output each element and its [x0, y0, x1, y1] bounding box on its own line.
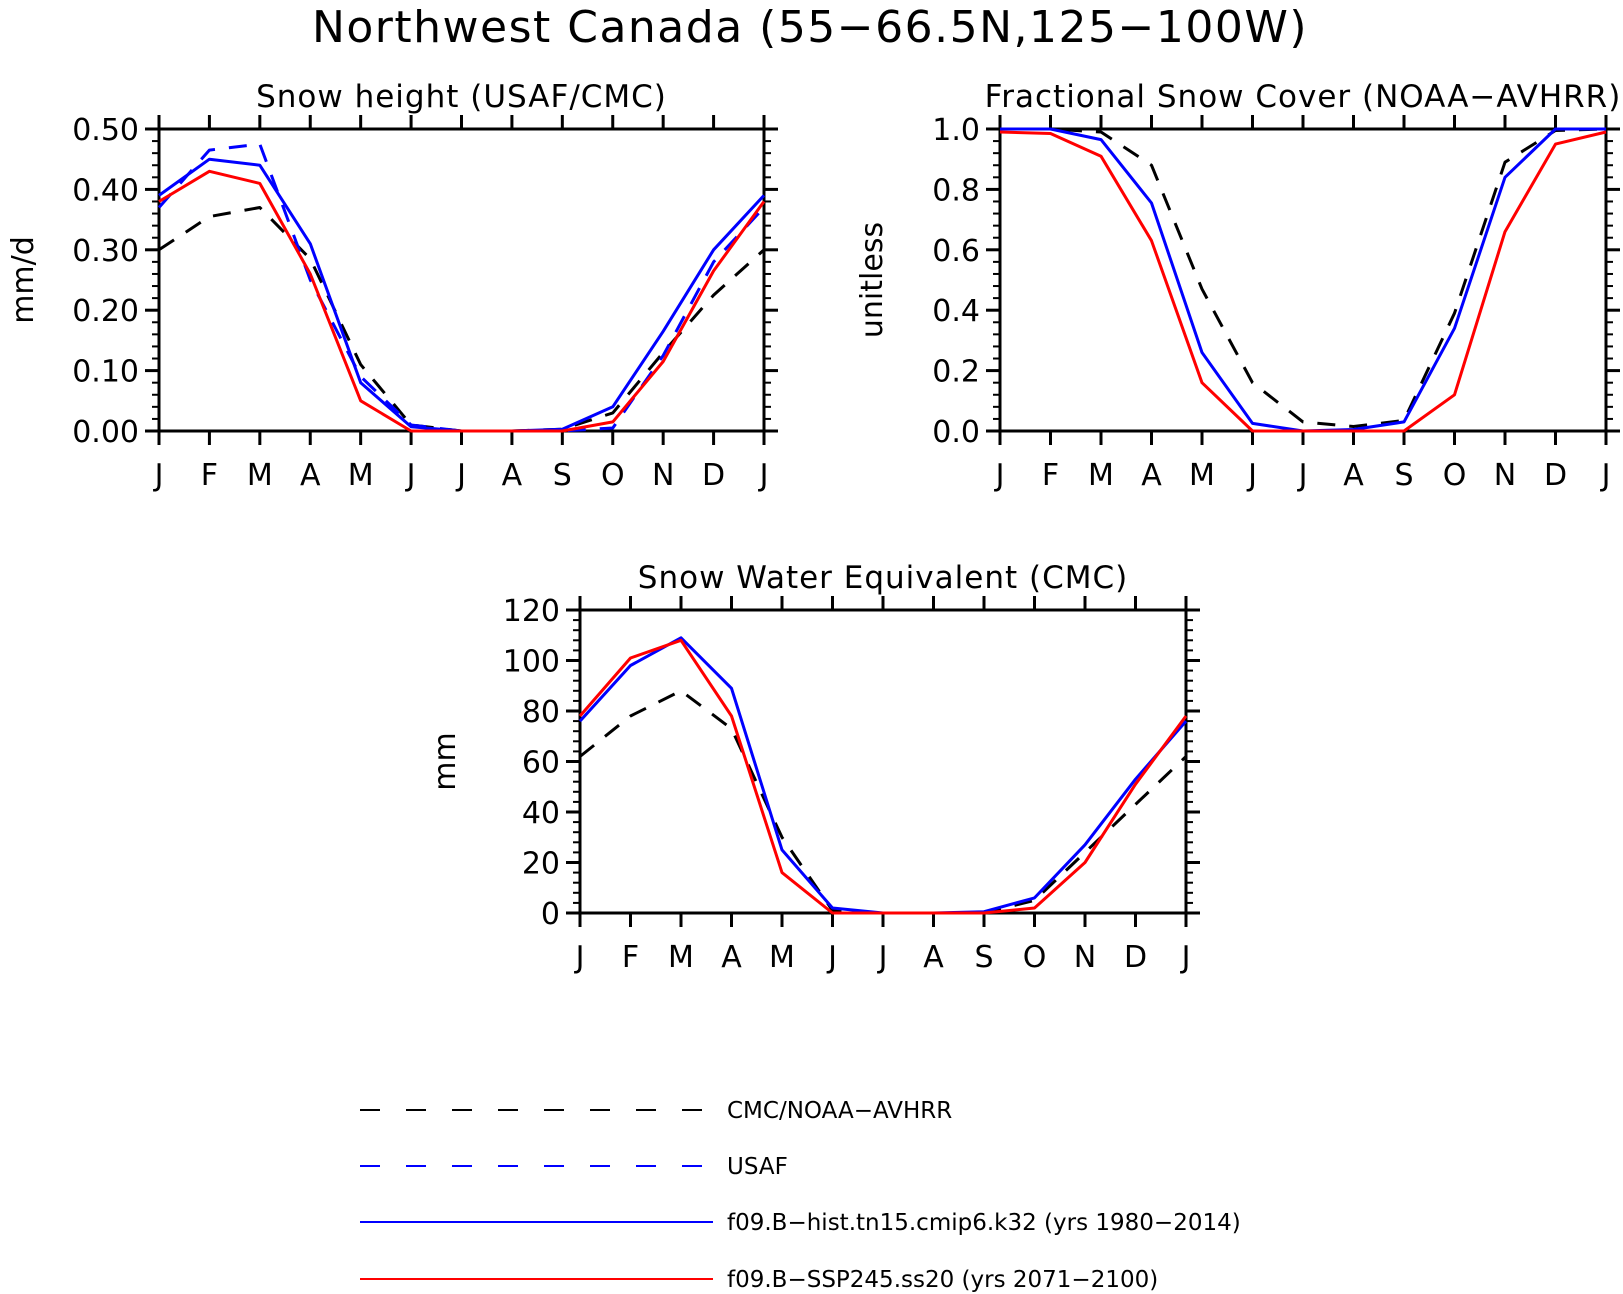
x-tick-label: O — [1023, 940, 1047, 975]
series-line-hist — [1000, 127, 1606, 433]
y-tick-label: 0.4 — [932, 294, 980, 329]
y-tick-label: 0.8 — [932, 173, 980, 208]
x-tick-label: O — [1443, 458, 1467, 493]
series-line-obs — [158, 206, 766, 433]
y-axis-label: mm — [428, 732, 463, 790]
y-tick-label: 0.40 — [72, 173, 139, 208]
x-tick-label: A — [923, 940, 944, 975]
x-tick-label: J — [405, 458, 416, 493]
panel-title: Snow height (USAF/CMC) — [256, 79, 667, 115]
legend-label: CMC/NOAA−AVHRR — [727, 1098, 952, 1124]
x-tick-label: J — [1297, 458, 1308, 493]
y-axis-label: unitless — [855, 222, 890, 338]
y-tick-label: 60 — [522, 746, 560, 781]
y-tick-label: 0 — [541, 897, 560, 932]
x-tick-label: J — [1180, 940, 1191, 975]
series-line-hist — [578, 636, 1188, 915]
x-tick-label: M — [348, 458, 374, 493]
x-tick-label: J — [153, 458, 164, 493]
x-tick-label: J — [877, 940, 888, 975]
y-tick-label: 0.00 — [72, 415, 139, 450]
x-tick-label: J — [758, 458, 769, 493]
x-tick-label: D — [1124, 940, 1147, 975]
series-line-obs — [1000, 127, 1607, 428]
legend: CMC/NOAA−AVHRR USAF f09.B−hist.tn15.cmip6.… — [360, 1098, 1241, 1293]
y-tick-label: 40 — [522, 796, 560, 831]
x-tick-label: A — [1343, 458, 1364, 493]
series-line-ssp — [158, 169, 766, 433]
panel-title: Fractional Snow Cover (NOAA−AVHRR) — [985, 79, 1622, 115]
x-tick-label: S — [1394, 458, 1413, 493]
y-tick-label: 0.2 — [932, 355, 980, 390]
x-tick-label: A — [300, 458, 321, 493]
series-line-ssp — [999, 130, 1607, 433]
x-tick-label: N — [1074, 940, 1096, 975]
plot-frame — [998, 127, 1608, 433]
panels: J F M A M J J A S O N D J0.000.100.200.300.400.50Sno… — [6, 79, 1622, 975]
plot-frame — [578, 608, 1188, 915]
x-tick-label: J — [455, 458, 466, 493]
x-tick-label: J — [826, 940, 837, 975]
plot-frame — [157, 127, 766, 433]
x-tick-label: F — [1042, 458, 1059, 493]
x-tick-label: F — [622, 940, 639, 975]
series-line-usaf — [157, 142, 766, 433]
x-tick-label: J — [994, 458, 1005, 493]
x-tick-label: S — [974, 940, 993, 975]
x-tick-label: D — [1544, 458, 1567, 493]
x-tick-label: N — [1494, 458, 1516, 493]
x-tick-label: J — [1246, 458, 1257, 493]
figure-title: Northwest Canada (55−66.5N,125−100W) — [312, 2, 1308, 53]
y-tick-label: 100 — [503, 645, 560, 680]
y-axis-label: mm/d — [6, 236, 41, 324]
legend-item-usaf: USAF — [360, 1154, 788, 1180]
x-tick-label: A — [1141, 458, 1162, 493]
y-tick-label: 120 — [503, 594, 560, 629]
x-tick-label: J — [1600, 458, 1611, 493]
x-tick-label: F — [201, 458, 218, 493]
panel-title: Snow Water Equivalent (CMC) — [638, 560, 1128, 596]
series-line-ssp — [578, 638, 1188, 915]
y-tick-label: 0.30 — [72, 234, 139, 269]
y-tick-label: 0.0 — [932, 415, 980, 450]
x-tick-label: S — [553, 458, 572, 493]
legend-label: f09.B−hist.tn15.cmip6.k32 (yrs 1980−2014… — [727, 1210, 1241, 1236]
legend-label: f09.B−SSP245.ss20 (yrs 2071−2100) — [727, 1267, 1158, 1293]
panel-1: J F M A M J J A S O N D J0.000.100.200.300.400.50Sno… — [6, 79, 778, 493]
y-tick-label: 80 — [522, 695, 560, 730]
panel-2: J F M A M J J A S O N D J0.00.20.40.60.81.0Fractiona… — [855, 79, 1622, 493]
x-tick-label: M — [1189, 458, 1215, 493]
y-tick-label: 20 — [522, 847, 560, 882]
x-tick-label: M — [1088, 458, 1114, 493]
legend-item-obs: CMC/NOAA−AVHRR — [360, 1098, 952, 1124]
x-tick-label: A — [502, 458, 523, 493]
y-tick-label: 0.50 — [72, 113, 139, 148]
legend-item-hist: f09.B−hist.tn15.cmip6.k32 (yrs 1980−2014… — [360, 1210, 1241, 1236]
series-line-hist — [158, 157, 766, 433]
x-tick-label: N — [652, 458, 674, 493]
x-tick-label: J — [574, 940, 585, 975]
legend-label: USAF — [727, 1154, 788, 1180]
y-tick-label: 0.6 — [932, 234, 980, 269]
legend-item-ssp: f09.B−SSP245.ss20 (yrs 2071−2100) — [360, 1267, 1158, 1293]
series-line-obs — [579, 689, 1188, 915]
x-tick-label: M — [247, 458, 273, 493]
y-tick-label: 0.10 — [72, 355, 139, 390]
x-tick-label: M — [668, 940, 694, 975]
y-tick-label: 0.20 — [72, 294, 139, 329]
x-tick-label: D — [702, 458, 725, 493]
y-tick-label: 1.0 — [932, 113, 980, 148]
x-tick-label: A — [721, 940, 742, 975]
x-tick-label: O — [601, 458, 625, 493]
x-tick-label: M — [769, 940, 795, 975]
